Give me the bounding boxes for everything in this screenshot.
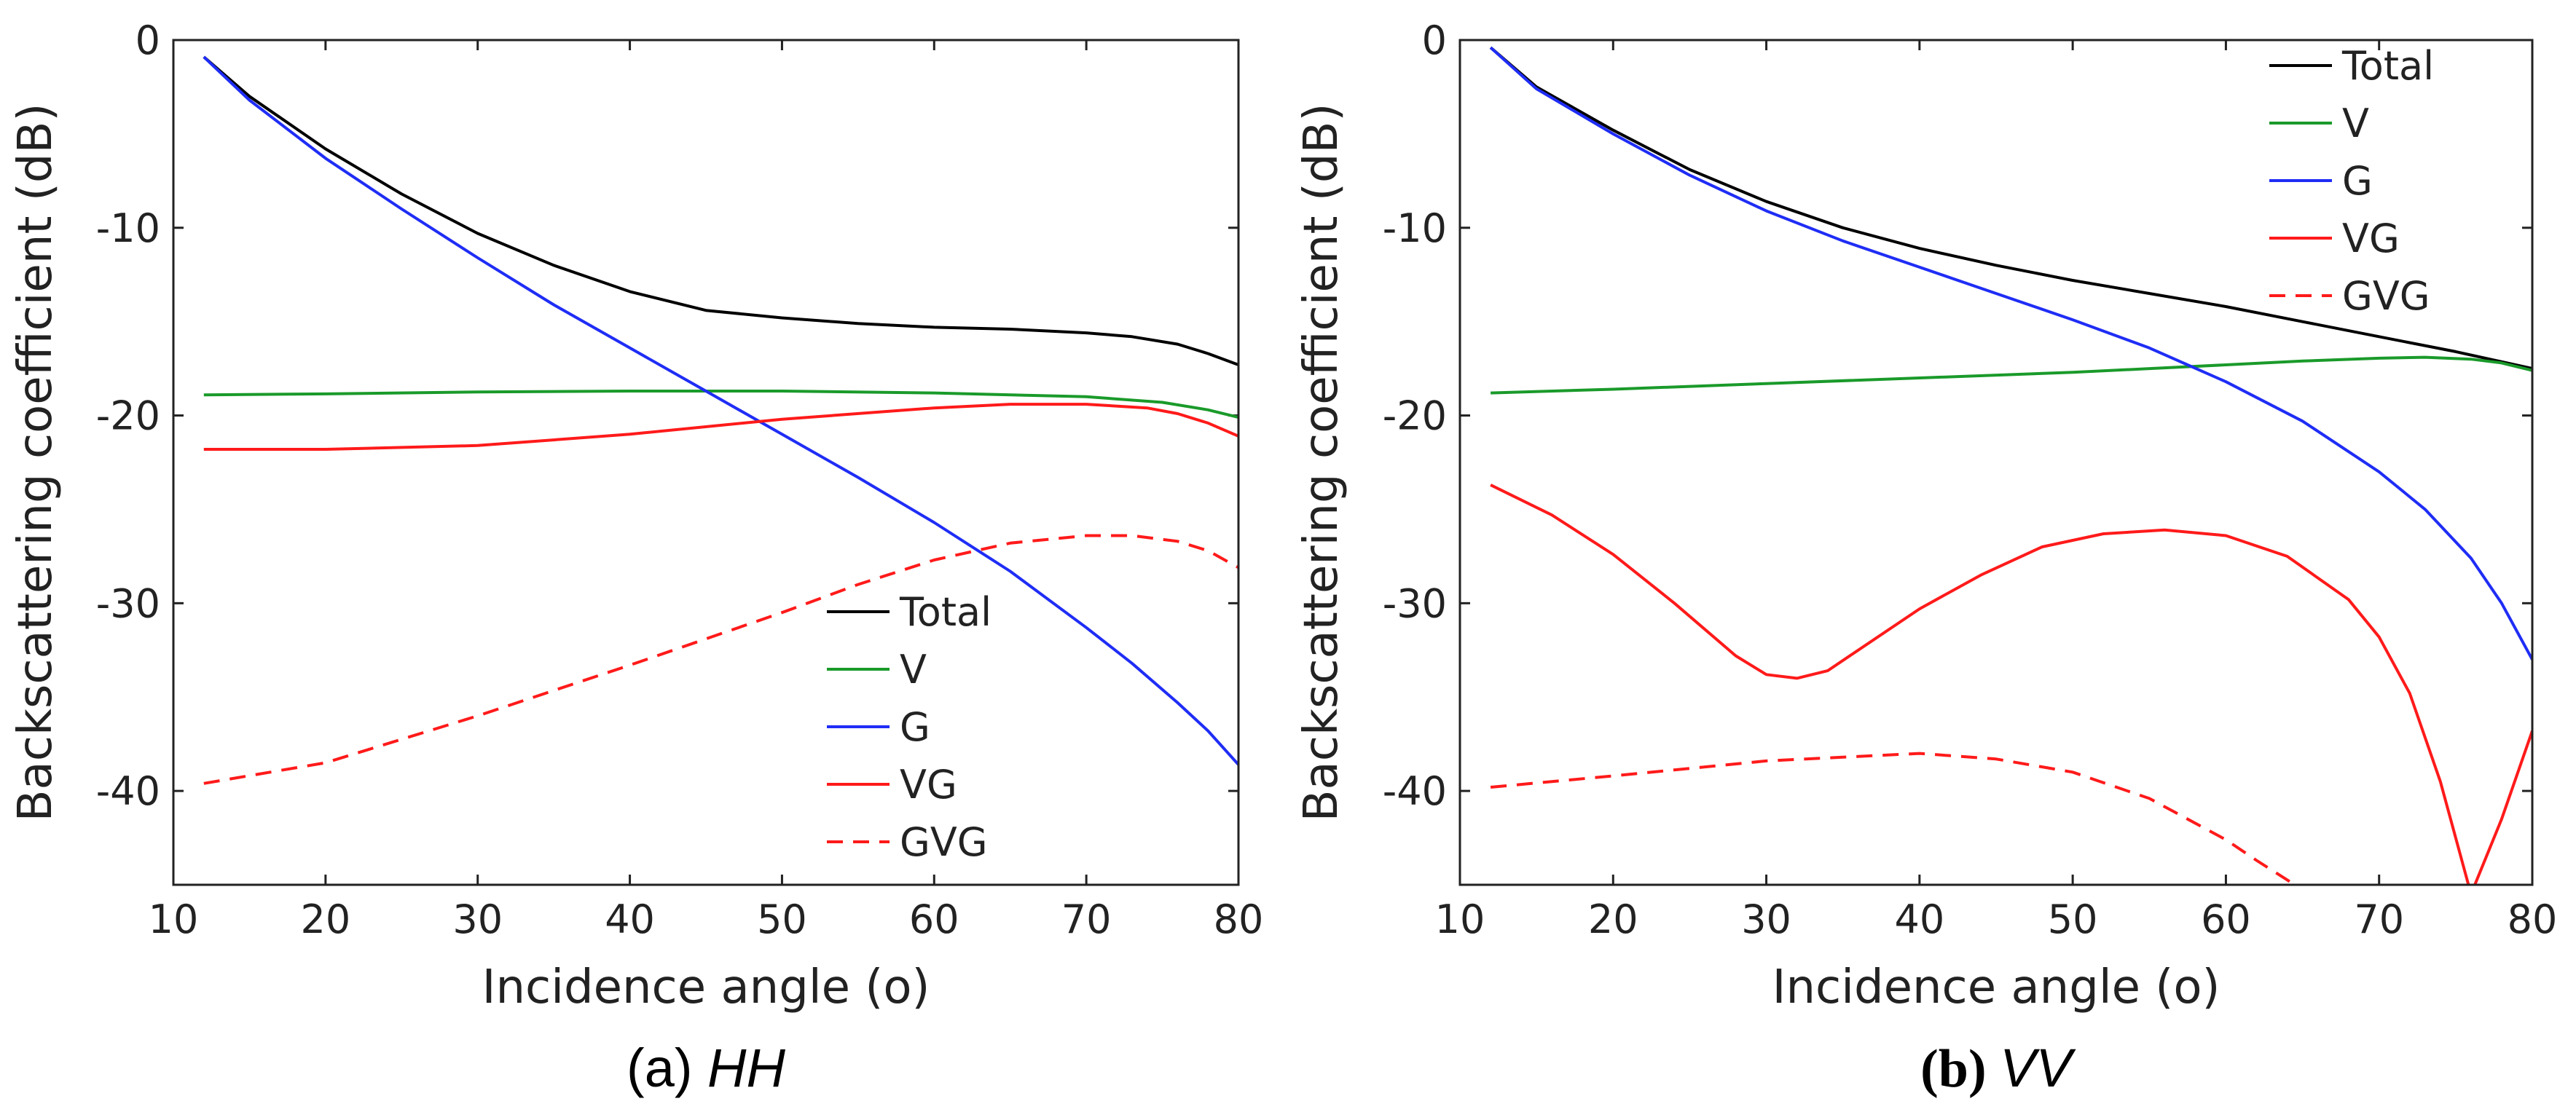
- hh-x-tick-label: 60: [909, 896, 959, 942]
- vv-caption: (b) VV: [1920, 1038, 2076, 1099]
- vv-y-tick-label: -20: [1383, 393, 1447, 439]
- vv-x-tick-label: 60: [2201, 896, 2251, 942]
- vv-y-tick-label: -10: [1383, 205, 1447, 251]
- hh-plot-frame: [172, 39, 1240, 886]
- hh-y-tick-label: -10: [96, 205, 160, 251]
- vv-x-tick-label: 40: [1894, 896, 1944, 942]
- hh-y-axis-label: Backscattering coefficient (dB): [9, 103, 63, 822]
- hh-x-tick-label: 40: [605, 896, 655, 942]
- vv-y-axis-label: Backscattering coefficient (dB): [1295, 103, 1348, 822]
- vv-legend-label-g: G: [2342, 158, 2373, 204]
- hh-x-tick-label: 50: [757, 896, 807, 942]
- vv-legend-label-vg: VG: [2342, 216, 2400, 261]
- hh-series-gvg-line: [203, 534, 1238, 785]
- vv-x-tick-label: 10: [1435, 896, 1485, 942]
- vv-series-v-line: [1491, 355, 2532, 395]
- hh-legend-label-gvg: GVG: [900, 819, 988, 865]
- hh-legend-label-g: G: [900, 704, 930, 750]
- hh-x-tick-label: 30: [452, 896, 503, 942]
- hh-x-tick-label: 80: [1214, 896, 1264, 942]
- vv-series-g-line: [1489, 46, 2532, 661]
- hh-y-tick-label: -30: [96, 580, 160, 626]
- hh-series-v-line: [203, 390, 1238, 419]
- vv-legend-label-gvg: GVG: [2342, 273, 2430, 319]
- vv-y-tick-label: 0: [1422, 17, 1447, 63]
- hh-legend-label-v: V: [900, 647, 927, 693]
- vv-x-tick-label: 20: [1588, 896, 1638, 942]
- vv-y-tick-label: -40: [1383, 768, 1447, 814]
- hh-series-g-line: [203, 55, 1238, 766]
- hh-legend-label-total: Total: [899, 589, 991, 635]
- hh-series-vg-line: [203, 403, 1238, 451]
- panel-vv: 10 20 30 40 50 60 70 800-10-20-30-40 TotalVGVGG…: [1295, 17, 2557, 1099]
- vv-series-gvg-line: [1490, 752, 2296, 885]
- hh-x-tick-label: 10: [149, 896, 199, 942]
- hh-series-total-line: [203, 55, 1238, 366]
- vv-x-tick-label: 30: [1741, 896, 1791, 942]
- vv-x-tick-label: 50: [2048, 896, 2098, 942]
- vv-plot-frame: [1458, 39, 2534, 886]
- vv-series-group: [1489, 46, 2532, 885]
- hh-series-group: [203, 55, 1238, 785]
- hh-x-tick-label: 20: [300, 896, 350, 942]
- vv-series-vg-line: [1490, 484, 2532, 885]
- vv-x-axis-label: Incidence angle (o): [1772, 961, 2220, 1014]
- hh-legend-label-vg: VG: [900, 762, 957, 808]
- hh-x-axis-label: Incidence angle (o): [482, 961, 930, 1014]
- vv-y-tick-label: -30: [1383, 580, 1447, 626]
- hh-caption-prefix: (a): [627, 1038, 707, 1098]
- vv-legend-label-total: Total: [2341, 43, 2434, 89]
- vv-x-tick-label: 70: [2354, 896, 2404, 942]
- vv-x-tick-label: 80: [2508, 896, 2558, 942]
- hh-y-tick-label: -20: [96, 393, 160, 439]
- vv-caption-prefix: (b): [1920, 1039, 2000, 1099]
- vv-tick-group: 10 20 30 40 50 60 70 80 0 -10 -20 -30 -40: [1383, 17, 2558, 942]
- vv-series-total-line: [1489, 46, 2532, 371]
- panel-hh: 10 20 30 40 50 60 70 800-10-20-30-40 TotalVGVGG…: [9, 17, 1263, 1098]
- vv-legend-label-v: V: [2342, 100, 2369, 146]
- hh-caption: (a) HH: [627, 1038, 785, 1098]
- hh-y-tick-label: -40: [96, 768, 160, 814]
- hh-x-tick-label: 70: [1061, 896, 1112, 942]
- hh-caption-label: HH: [707, 1038, 785, 1098]
- hh-tick-group: 10 20 30 40 50 60 70 80 0 -10 -20 -30 -40: [96, 17, 1264, 942]
- vv-caption-label: VV: [2000, 1038, 2076, 1098]
- hh-y-tick-label: 0: [136, 17, 160, 63]
